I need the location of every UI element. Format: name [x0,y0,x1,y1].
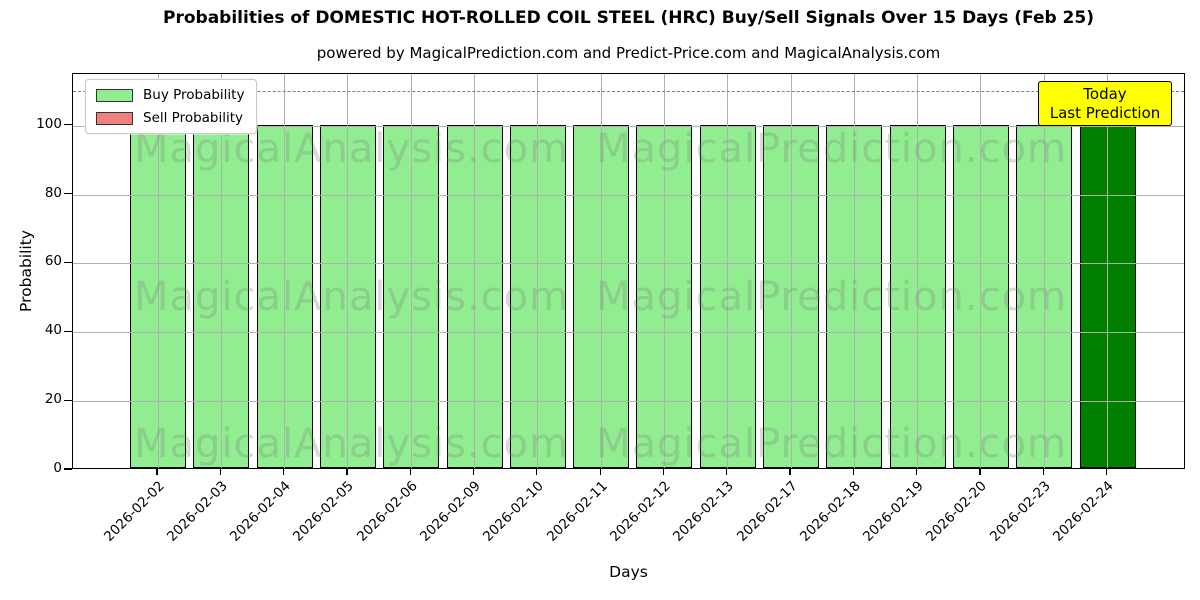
legend-label-buy: Buy Probability [143,87,245,103]
gridline-vertical [1107,74,1108,468]
gridline-vertical [980,74,982,468]
y-tick [64,124,72,126]
x-tick [916,469,918,475]
x-tick [409,469,411,475]
x-tick-label: 2026-02-20 [923,478,991,545]
x-tick-label: 2026-02-09 [417,478,484,545]
gridline-vertical [853,74,855,468]
x-tick-label: 2026-02-10 [480,478,548,545]
x-tick-label: 2026-02-12 [606,478,674,545]
y-tick [64,399,72,401]
gridline-vertical [537,74,539,468]
y-tick-label: 100 [36,115,62,132]
x-tick [536,469,538,475]
threshold-dashed-line [73,91,1184,93]
x-tick [472,469,475,475]
chart-title: Probabilities of DOMESTIC HOT-ROLLED COI… [163,8,1094,28]
gridline-horizontal [73,401,1184,403]
x-tick [219,469,221,475]
x-tick [662,469,665,475]
x-tick [599,469,601,475]
y-tick [64,468,72,470]
y-tick [64,261,72,264]
x-tick [789,469,791,475]
y-tick-label: 80 [44,184,62,201]
x-tick-label: 2026-02-23 [986,478,1054,545]
watermark-text: MagicalPrediction.com [596,421,1067,467]
gridline-vertical [220,74,222,468]
legend-label-sell: Sell Probability [143,110,244,126]
y-tick-label: 60 [44,253,62,270]
x-tick-label: 2026-02-18 [796,478,864,545]
y-tick [64,330,72,332]
sell-swatch-icon [96,111,133,125]
chart-subtitle: powered by MagicalPrediction.com and Pre… [316,44,941,62]
watermark-text: MagicalPrediction.com [596,126,1067,172]
gridline-vertical [284,74,286,468]
x-tick-label: 2026-02-02 [100,478,168,545]
gridline-vertical [410,74,412,468]
y-tick-label: 0 [53,460,62,476]
plot-area: MagicalAnalysis.com MagicalPrediction.com… [72,73,1185,469]
buy-swatch-icon [96,88,133,102]
x-tick-label: 2026-02-04 [227,478,294,545]
gridline-horizontal [73,194,1184,196]
x-tick-label: 2026-02-19 [860,478,927,545]
gridline-vertical [917,74,919,468]
legend-item-sell: Sell Probability [96,110,244,126]
y-tick-label: 40 [44,322,62,339]
gridline-vertical [790,74,792,468]
gridline-vertical [727,74,729,468]
x-tick [156,469,158,475]
gridline-horizontal [73,263,1184,265]
y-axis-label: Probability [17,230,35,312]
x-tick-label: 2026-02-05 [290,478,358,545]
legend: Buy Probability Sell Probability [85,79,258,134]
watermark-text: MagicalAnalysis.com [134,274,570,320]
gridline-horizontal [73,332,1184,334]
x-tick-label: 2026-02-03 [163,478,231,545]
gridline-vertical [347,74,349,468]
gridline-horizontal [73,125,1184,127]
watermark-text: MagicalAnalysis.com [134,421,570,467]
x-tick [1105,469,1108,475]
x-axis-label: Days [609,563,648,581]
x-tick [346,469,348,475]
x-tick-label: 2026-02-06 [353,478,421,545]
gridline-vertical [600,74,602,468]
gridline-vertical [474,74,475,468]
today-annotation-line1: Today [1083,84,1127,103]
x-tick-label: 2026-02-13 [670,478,738,545]
gridline-vertical [1043,74,1045,468]
y-tick [64,192,72,195]
x-tick-label: 2026-02-24 [1050,478,1117,545]
x-tick [852,469,854,475]
y-tick-label: 20 [44,391,62,408]
x-tick [726,469,728,475]
x-tick-label: 2026-02-17 [733,478,801,545]
gridline-vertical [157,74,159,468]
watermark-text: MagicalPrediction.com [596,274,1067,320]
legend-item-buy: Buy Probability [96,87,244,103]
gridline-vertical [663,74,665,468]
x-tick [283,469,285,475]
today-annotation: Today Last Prediction [1038,81,1172,126]
today-annotation-line2: Last Prediction [1049,103,1161,122]
x-tick [979,469,981,475]
x-tick-label: 2026-02-11 [543,478,611,545]
x-tick [1042,469,1044,475]
